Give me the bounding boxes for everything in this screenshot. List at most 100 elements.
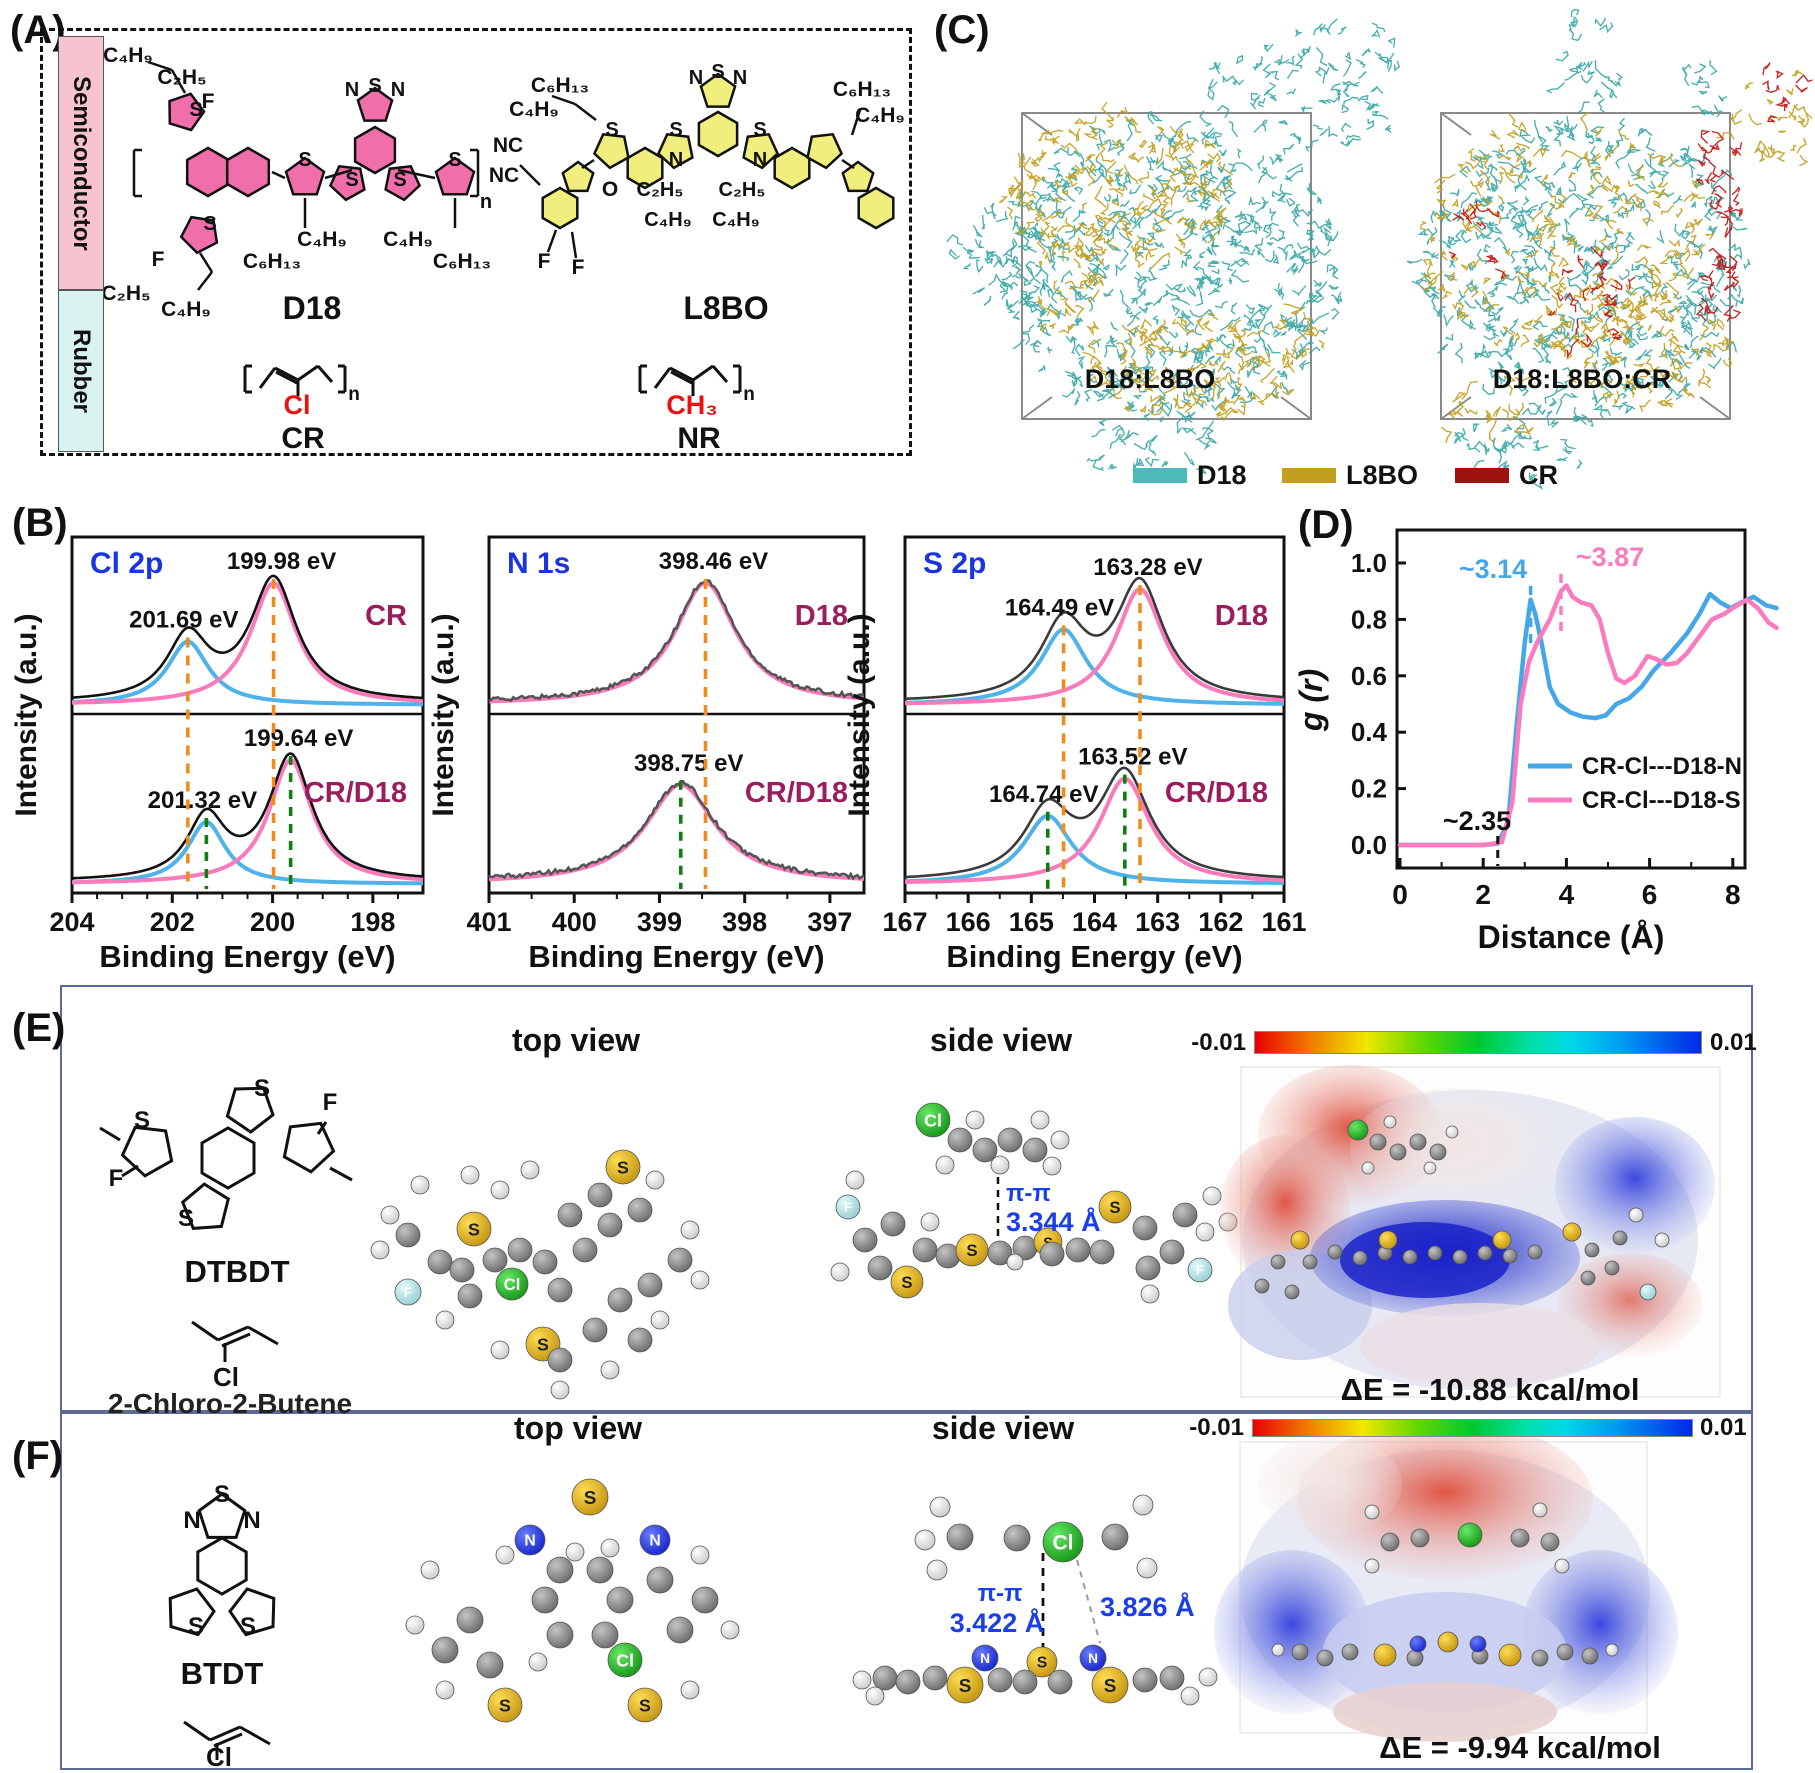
- atom-C: [987, 1240, 1013, 1266]
- atom-H: [720, 1620, 740, 1640]
- atom-H: [1423, 1161, 1437, 1175]
- atom-H: [420, 1560, 440, 1580]
- e-colorbar-max: 0.01: [1710, 1029, 1757, 1056]
- md-molecule-cloud: [1263, 18, 1401, 152]
- panel-a-dashed-border: [40, 28, 912, 456]
- f-delta-e: ΔE = -9.94 kcal/mol: [1379, 1730, 1661, 1765]
- atom-H: [1006, 1253, 1024, 1271]
- atom-H: [914, 1529, 936, 1551]
- panel-c-label: (C): [934, 8, 990, 52]
- ring: [742, 132, 780, 170]
- atom-C: [476, 1651, 504, 1679]
- atom-C: [1254, 1278, 1270, 1294]
- atom-C: [1135, 1255, 1161, 1281]
- legend-entry: CR-Cl---D18-S: [1582, 787, 1741, 814]
- atom-S: [890, 1265, 924, 1299]
- peak-energy-label: 163.52 eV: [1078, 744, 1187, 771]
- xps-envelope-curve: [904, 766, 1285, 879]
- atom-C: [532, 1249, 558, 1275]
- atom-C: [1284, 1284, 1300, 1300]
- svg-label: C₂H₅: [719, 179, 766, 201]
- md-molecule-cloud: [1086, 410, 1217, 475]
- sidebar-rubber-label: Rubber: [68, 329, 95, 413]
- svg-label: O: [602, 178, 618, 201]
- atom-C: [1402, 1249, 1418, 1265]
- svg-label: F: [323, 1089, 338, 1116]
- atom-H: [650, 1310, 670, 1330]
- peak-energy-label: 201.32 eV: [148, 787, 257, 814]
- atom-Cl: [915, 1102, 951, 1138]
- atom-H: [1532, 1502, 1548, 1518]
- svg-label: C₂H₅: [637, 179, 684, 201]
- atom-C: [507, 1237, 533, 1263]
- panel-e-border: [60, 985, 1753, 1412]
- md-molecule-cloud: [984, 110, 1343, 423]
- panel-f-border: [60, 1412, 1753, 1770]
- atom-C: [587, 1182, 613, 1208]
- legend-swatch-cr: [1455, 468, 1509, 483]
- atom-Cl: [607, 1642, 643, 1678]
- atom-H: [490, 1180, 510, 1200]
- svg-label: C₄H₉: [103, 44, 153, 67]
- atom-C: [1132, 1215, 1158, 1241]
- f-pi-pi-label: π-π: [977, 1580, 1023, 1607]
- atom-symbol: S: [584, 1488, 597, 1509]
- atom-C: [546, 1621, 574, 1649]
- atom-H: [528, 1652, 548, 1672]
- atom-C: [1580, 1270, 1596, 1286]
- atom-symbol: F: [844, 1201, 852, 1215]
- nr-name: NR: [677, 422, 721, 455]
- atom-Cl: [1042, 1521, 1084, 1563]
- y-tick-label: 0.0: [1351, 830, 1387, 860]
- atom-H: [1132, 1494, 1154, 1516]
- f-esp-colorbar: [1252, 1419, 1693, 1437]
- sample-label: CR/D18: [1165, 777, 1268, 809]
- x-tick-label: 165: [1009, 907, 1054, 937]
- atom-H: [1271, 1643, 1285, 1657]
- atom-Cl: [1347, 1119, 1369, 1141]
- x-axis-title: Binding Energy (eV): [946, 939, 1242, 974]
- y-tick-label: 0.2: [1351, 774, 1387, 804]
- e-distance-label: 3.344 Å: [1006, 1207, 1101, 1237]
- atom-S: [1290, 1230, 1310, 1250]
- atom-S: [1437, 1631, 1459, 1653]
- atom-C: [531, 1586, 559, 1614]
- repeat-subscript: n: [480, 191, 492, 213]
- ring: [225, 146, 271, 198]
- atom-H: [965, 1110, 985, 1130]
- xps-envelope-curve: [488, 779, 865, 881]
- atom-H: [1042, 1156, 1062, 1176]
- atom-H: [690, 1270, 710, 1290]
- atom-symbol: S: [966, 1241, 977, 1260]
- x-tick-label: 400: [552, 907, 597, 937]
- atom-H: [520, 1160, 540, 1180]
- atom-Cl: [495, 1267, 529, 1301]
- svg-label: F: [109, 1165, 124, 1192]
- atom-S: [1498, 1643, 1522, 1667]
- svg-label: C₄H₉: [297, 228, 347, 251]
- svg-label: S: [203, 213, 216, 235]
- atom-C: [912, 1237, 938, 1263]
- md-molecule-cloud: [1035, 239, 1106, 337]
- atom-symbol: Cl: [924, 1110, 942, 1130]
- legend-swatch-l8bo: [1282, 468, 1336, 483]
- x-tick-label: 161: [1261, 907, 1306, 937]
- atom-C: [1302, 1254, 1318, 1270]
- svg-label: S: [188, 1613, 204, 1640]
- atom-C: [482, 1247, 508, 1273]
- xps-envelope-curve: [71, 574, 424, 700]
- svg-label: S: [254, 1075, 270, 1102]
- atom-C: [1477, 1245, 1493, 1261]
- atom-C: [627, 1327, 653, 1353]
- md-box1-label: D18:L8BO: [1084, 364, 1216, 394]
- panel-c-md-snapshots: [946, 8, 1813, 490]
- y-tick-label: 0.6: [1351, 661, 1387, 691]
- atom-C: [572, 1237, 598, 1263]
- sidebar-semiconductor-label: Semiconductor: [68, 75, 95, 251]
- ring: [699, 72, 737, 108]
- f-colorbar-min: -0.01: [1189, 1414, 1244, 1441]
- atom-N: [1079, 1644, 1107, 1672]
- atom-S: [1091, 1666, 1129, 1704]
- md-molecule-cloud: [946, 201, 1033, 306]
